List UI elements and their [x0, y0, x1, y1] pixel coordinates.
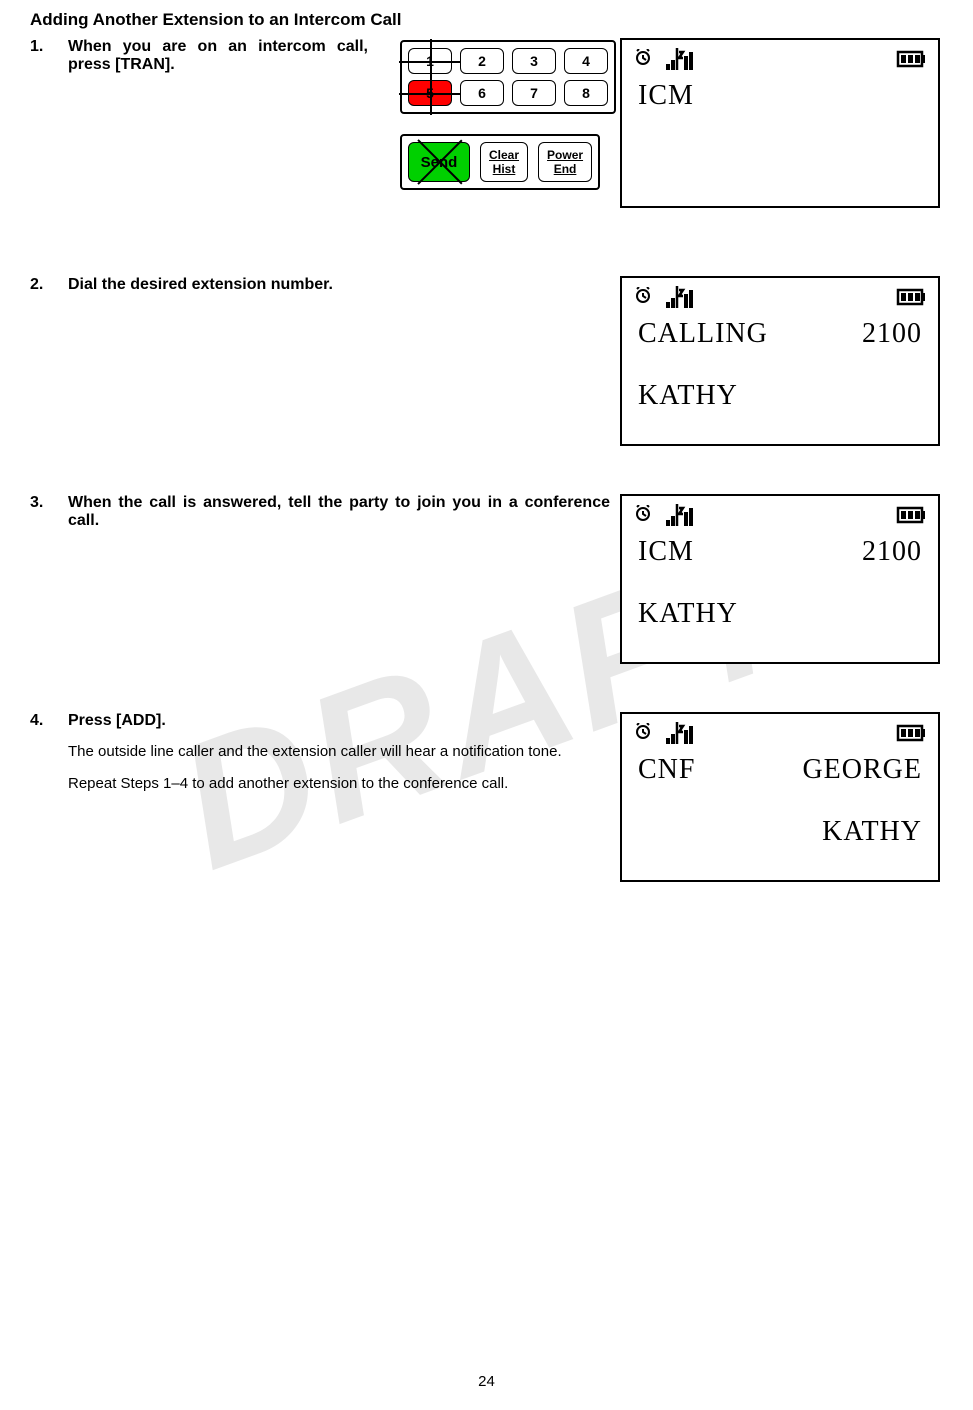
lcd-line1-right: 2100 — [862, 536, 922, 568]
keypad-diagram: 1 2 3 4 5 6 7 8 Send Clear Hist Power En… — [400, 40, 616, 190]
step-body: Repeat Steps 1–4 to add another extensio… — [68, 774, 610, 794]
page-number: 24 — [478, 1373, 495, 1390]
lcd-line1-left: CNF — [638, 754, 695, 786]
key-2[interactable]: 2 — [460, 48, 504, 74]
battery-icon — [896, 724, 926, 747]
end-label: End — [554, 162, 577, 176]
signal-icon — [666, 286, 694, 313]
signal-icon — [666, 722, 694, 749]
step-number: 3. — [30, 494, 50, 512]
page-title: Adding Another Extension to an Intercom … — [30, 10, 943, 30]
lcd-line1-left: ICM — [638, 80, 694, 112]
clear-hist-key[interactable]: Clear Hist — [480, 142, 528, 182]
lcd-display: CALLING 2100 KATHY — [620, 276, 940, 446]
step-number: 4. — [30, 712, 50, 730]
send-key[interactable]: Send — [408, 142, 470, 182]
lcd-line2-right: KATHY — [822, 816, 922, 848]
step-3: 3. When the call is answered, tell the p… — [30, 494, 943, 664]
key-5[interactable]: 5 — [408, 80, 452, 106]
battery-icon — [896, 50, 926, 73]
battery-icon — [896, 506, 926, 529]
step-number: 2. — [30, 276, 50, 294]
alarm-icon — [634, 723, 652, 748]
lcd-display: ICM 2100 KATHY — [620, 494, 940, 664]
lcd-status-bar — [634, 722, 926, 748]
lcd-line2-left: KATHY — [638, 598, 738, 630]
clear-label: Clear — [489, 148, 519, 162]
key-7[interactable]: 7 — [512, 80, 556, 106]
signal-icon — [666, 504, 694, 531]
key-3[interactable]: 3 — [512, 48, 556, 74]
lcd-line1-left: CALLING — [638, 318, 768, 350]
lcd-line2-left: KATHY — [638, 380, 738, 412]
lcd-display: ICM — [620, 38, 940, 208]
step-2: 2. Dial the desired extension number. CA… — [30, 276, 943, 446]
alarm-icon — [634, 287, 652, 312]
power-end-key[interactable]: Power End — [538, 142, 592, 182]
lcd-status-bar — [634, 504, 926, 530]
hist-label: Hist — [493, 162, 516, 176]
battery-icon — [896, 288, 926, 311]
key-8[interactable]: 8 — [564, 80, 608, 106]
lcd-line1-left: ICM — [638, 536, 694, 568]
lcd-status-bar — [634, 48, 926, 74]
signal-icon — [666, 48, 694, 75]
lcd-display: CNF GEORGE KATHY — [620, 712, 940, 882]
key-4[interactable]: 4 — [564, 48, 608, 74]
step-instruction: When you are on an intercom call, press … — [68, 38, 368, 74]
step-instruction: When the call is answered, tell the part… — [68, 494, 610, 530]
alarm-icon — [634, 49, 652, 74]
step-4: 4. Press [ADD]. The outside line caller … — [30, 712, 943, 882]
step-number: 1. — [30, 38, 50, 56]
step-instruction: Press [ADD]. — [68, 712, 610, 730]
key-6[interactable]: 6 — [460, 80, 504, 106]
power-label: Power — [547, 148, 583, 162]
step-body: The outside line caller and the extensio… — [68, 742, 610, 762]
lcd-status-bar — [634, 286, 926, 312]
lcd-line1-right: GEORGE — [802, 754, 922, 786]
lcd-line1-right: 2100 — [862, 318, 922, 350]
step-instruction: Dial the desired extension number. — [68, 276, 610, 294]
alarm-icon — [634, 505, 652, 530]
